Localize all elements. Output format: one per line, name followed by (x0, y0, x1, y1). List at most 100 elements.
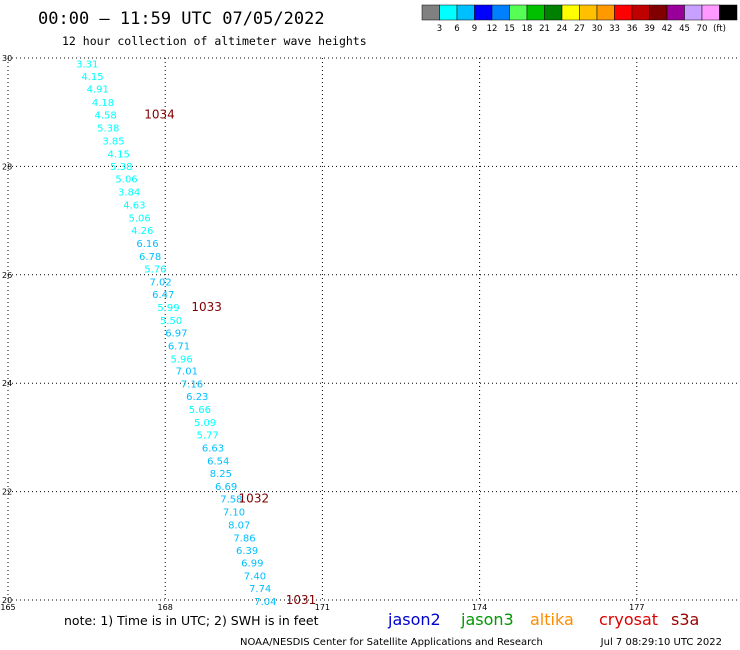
swh-point: 4.18 (92, 98, 114, 109)
chart-subtitle: 12 hour collection of altimeter wave hei… (62, 34, 367, 48)
footnote: note: 1) Time is in UTC; 2) SWH is in fe… (64, 613, 319, 628)
swh-point: 5.09 (194, 418, 216, 429)
swh-point: 6.69 (215, 482, 237, 493)
swh-point: 7.86 (233, 534, 255, 545)
swh-point: 7.01 (176, 367, 198, 378)
colorbar-swatch (491, 4, 510, 21)
colorbar-label: 33 (609, 24, 620, 34)
swh-point: 6.99 (241, 559, 263, 570)
swh-point: 6.54 (207, 457, 229, 468)
swh-point: 5.96 (170, 354, 192, 365)
colorbar-label: 15 (504, 24, 515, 34)
timestamp-text: Jul 7 08:29:10 UTC 2022 (600, 637, 722, 648)
swh-point: 6.47 (152, 290, 174, 301)
y-tick-label: 30 (2, 54, 12, 63)
swh-point: 5.06 (129, 213, 151, 224)
colorbar-label: 3 (437, 24, 442, 34)
swh-point: 4.91 (87, 84, 109, 95)
swh-point: 7.74 (249, 584, 271, 595)
swh-point: 5.06 (115, 174, 137, 185)
colorbar-swatch (544, 4, 563, 21)
colorbar-label: 36 (627, 24, 638, 34)
colorbar-label: 9 (472, 24, 477, 34)
colorbar-label: 42 (662, 24, 673, 34)
colorbar-swatch (596, 4, 615, 21)
colorbar-swatch (701, 4, 720, 21)
y-axis-ticks: 20 22 24 26 28 30 (2, 54, 12, 605)
track-points: 3.314.154.914.184.585.383.854.155.385.06… (76, 59, 276, 608)
cycle-label: 1033 (191, 300, 222, 314)
colorbar-label: 70 (697, 24, 708, 34)
colorbar-swatch (561, 4, 580, 21)
x-tick-label: 177 (629, 603, 644, 612)
satellite-legend: jason2 jason3 altika cryosat s3a (387, 610, 699, 629)
colorbar-label: 27 (574, 24, 585, 34)
swh-point: 5.77 (197, 431, 219, 442)
x-tick-label: 165 (0, 603, 15, 612)
x-tick-label: 168 (158, 603, 173, 612)
swh-point: 5.66 (189, 405, 211, 416)
swh-point: 7.16 (181, 380, 203, 391)
swh-point: 8.25 (210, 469, 232, 480)
grid-lines (7, 57, 738, 601)
colorbar-swatch (509, 4, 528, 21)
swh-point: 6.78 (139, 252, 161, 263)
y-tick-label: 24 (2, 379, 12, 388)
credit-text: NOAA/NESDIS Center for Satellite Applica… (240, 637, 543, 648)
y-tick-label: 26 (2, 271, 12, 280)
satellite-legend-altika: altika (530, 610, 574, 629)
colorbar-label: (ft) (713, 24, 726, 34)
swh-point: 7.58 (220, 495, 242, 506)
swh-point: 6.71 (168, 341, 190, 352)
colorbar-label: 18 (522, 24, 533, 34)
colorbar-swatch (649, 4, 668, 21)
swh-point: 4.15 (108, 149, 130, 160)
colorbar-label: 30 (592, 24, 603, 34)
swh-point: 6.97 (165, 328, 187, 339)
swh-point: 6.16 (136, 239, 158, 250)
swh-point: 5.38 (97, 123, 119, 134)
colorbar-label: 24 (557, 24, 568, 34)
colorbar-swatch (684, 4, 703, 21)
swh-point: 7.40 (244, 572, 266, 583)
colorbar-swatch (614, 4, 633, 21)
swh-point: 7.10 (223, 508, 245, 519)
swh-point: 3.84 (118, 187, 140, 198)
cycle-label: 1032 (239, 492, 270, 506)
colorbar-swatch (474, 4, 493, 21)
swh-point: 7.02 (149, 277, 171, 288)
satellite-legend-jason3: jason3 (460, 610, 514, 629)
swh-point: 4.26 (131, 226, 153, 237)
chart-title: 00:00 – 11:59 UTC 07/05/2022 (38, 9, 325, 29)
swh-point: 4.58 (94, 110, 116, 121)
swh-point: 4.63 (123, 200, 145, 211)
satellite-legend-jason2: jason2 (387, 610, 441, 629)
colorbar-swatch (666, 4, 685, 21)
swh-point: 6.63 (202, 444, 224, 455)
swh-point: 3.31 (76, 59, 98, 70)
colorbar-swatch (456, 4, 475, 21)
y-tick-label: 22 (2, 488, 12, 497)
colorbar-label: 12 (487, 24, 498, 34)
satellite-legend-cryosat: cryosat (599, 610, 658, 629)
x-tick-label: 174 (472, 603, 487, 612)
colorbar-label: 21 (539, 24, 550, 34)
colorbar-label: 45 (679, 24, 690, 34)
satellite-legend-s3a: s3a (671, 610, 699, 629)
colorbar-swatch (439, 4, 458, 21)
y-tick-label: 20 (2, 596, 12, 605)
swh-point: 7.04 (254, 597, 276, 608)
colorbar-swatch (631, 4, 650, 21)
swh-point: 6.23 (186, 392, 208, 403)
swh-point: 6.39 (236, 546, 258, 557)
colorbar-swatch (421, 4, 440, 21)
x-tick-label: 171 (315, 603, 330, 612)
cycle-label: 1031 (286, 593, 317, 607)
colorbar-swatch (526, 4, 545, 21)
swh-point: 5.76 (144, 264, 166, 275)
colorbar-legend: 3 6 9 12 15 18 21 24 27 30 33 36 39 42 45 70 (ft) (421, 4, 738, 34)
colorbar-swatch (579, 4, 598, 21)
swh-point: 5.99 (157, 303, 179, 314)
colorbar-label: 6 (454, 24, 459, 34)
